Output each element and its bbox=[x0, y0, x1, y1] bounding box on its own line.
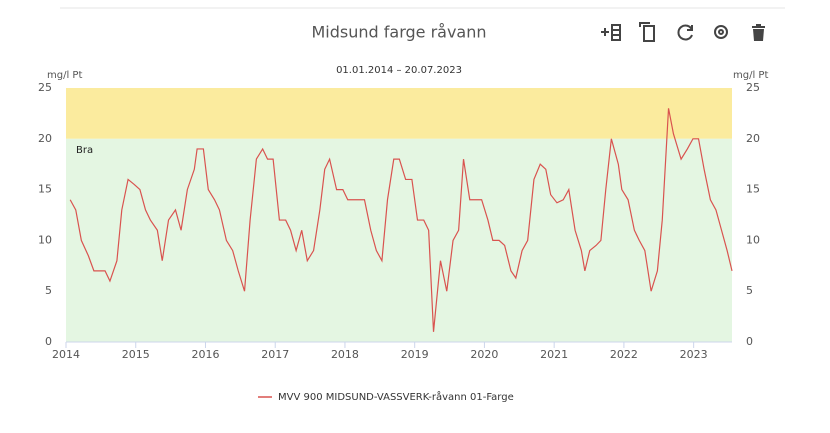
x-tick-label: 2017 bbox=[261, 348, 289, 361]
plot-band bbox=[66, 138, 732, 342]
y2-tick-label: 25 bbox=[746, 81, 760, 94]
toolbar bbox=[601, 22, 765, 42]
y2-tick-label: 0 bbox=[746, 335, 753, 348]
x-tick-label: 2022 bbox=[610, 348, 638, 361]
y-tick-label: 20 bbox=[38, 132, 52, 145]
refresh-icon[interactable] bbox=[677, 24, 693, 41]
x-tick-label: 2019 bbox=[401, 348, 429, 361]
y-tick-label: 0 bbox=[45, 335, 52, 348]
x-tick-label: 2020 bbox=[470, 348, 498, 361]
plot-band bbox=[66, 88, 732, 139]
y2-axis-label: mg/l Pt bbox=[733, 70, 768, 81]
y-tick-label: 10 bbox=[38, 233, 52, 246]
line-series bbox=[69, 108, 733, 332]
delete-icon[interactable] bbox=[752, 24, 765, 41]
x-tick-label: 2018 bbox=[331, 348, 359, 361]
y-tick-label: 25 bbox=[38, 81, 52, 94]
y-tick-label: 15 bbox=[38, 183, 52, 196]
x-tick-label: 2023 bbox=[680, 348, 708, 361]
x-tick-label: 2021 bbox=[540, 348, 568, 361]
legend-label: MVV 900 MIDSUND-VASSVERK-råvann 01-Farge bbox=[278, 390, 514, 403]
chart-title: Midsund farge råvann bbox=[311, 23, 486, 42]
chart-subtitle: 01.01.2014 – 20.07.2023 bbox=[336, 65, 462, 76]
x-tick-label: 2015 bbox=[122, 348, 150, 361]
add-icon[interactable] bbox=[601, 24, 621, 41]
band-label: Bra bbox=[76, 145, 93, 156]
y2-tick-label: 20 bbox=[746, 132, 760, 145]
x-tick-label: 2014 bbox=[52, 348, 80, 361]
y2-tick-label: 15 bbox=[746, 183, 760, 196]
x-tick-label: 2016 bbox=[191, 348, 219, 361]
y-tick-label: 5 bbox=[45, 284, 52, 297]
y2-tick-label: 10 bbox=[746, 233, 760, 246]
settings-icon[interactable] bbox=[714, 25, 728, 39]
y-axis-label: mg/l Pt bbox=[47, 70, 82, 81]
y2-tick-label: 5 bbox=[746, 284, 753, 297]
copy-icon[interactable] bbox=[639, 22, 655, 42]
